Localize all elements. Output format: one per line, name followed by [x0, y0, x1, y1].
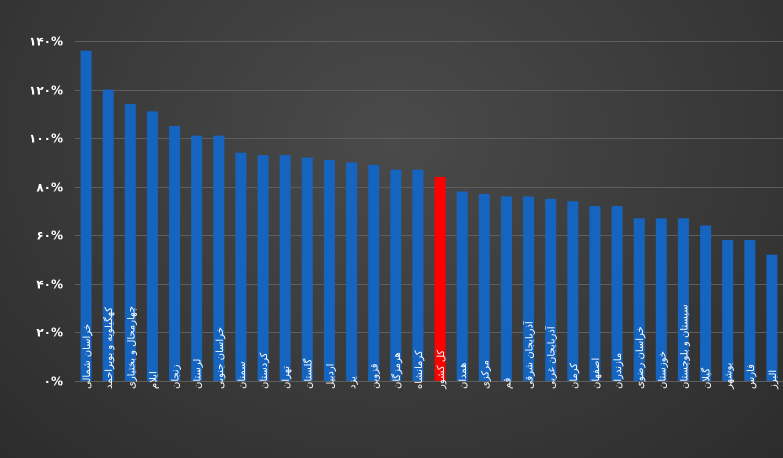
y-tick-label: ۸۰% — [36, 181, 63, 195]
bar — [323, 160, 335, 381]
x-category-label: مازندران — [613, 353, 624, 389]
x-category-label: بوشهر — [724, 363, 735, 390]
x-category-label: آذربایجان شرقی — [523, 320, 536, 389]
bar — [346, 162, 358, 381]
x-category-label: سیستان و بلوچستان — [679, 304, 690, 389]
x-category-label: ایلام — [148, 371, 159, 389]
x-category-label: کردستان — [259, 352, 270, 389]
x-category-label: فارس — [746, 364, 757, 389]
bar — [102, 89, 114, 381]
x-axis-labels: خراسان شمالی کهگیلویه و بویراحمد چهارمحال … — [82, 304, 779, 390]
bar-highlighted — [434, 177, 446, 381]
x-category-label: کرمان — [569, 363, 580, 389]
bar — [633, 218, 645, 381]
x-category-label: خوزستان — [657, 351, 668, 389]
bar — [146, 111, 158, 382]
bar — [655, 218, 667, 381]
x-category-label: چهارمحال و بختیاری — [126, 306, 137, 389]
x-category-label: کل کشور — [436, 350, 447, 390]
bar — [523, 196, 535, 381]
bar — [456, 191, 468, 381]
x-category-label: قزوین — [370, 363, 381, 389]
bar — [390, 169, 402, 381]
y-tick-label: ۱۴۰% — [29, 35, 63, 49]
bar — [213, 135, 225, 381]
bar — [611, 206, 623, 381]
bar — [700, 225, 712, 381]
bar — [677, 218, 689, 381]
x-category-label: هرمزگان — [391, 352, 403, 389]
x-category-label: خراسان جنوبی — [215, 327, 226, 389]
bar — [191, 135, 203, 381]
x-category-label: آذربایجان غربی — [545, 325, 558, 389]
y-tick-label: ۰% — [44, 375, 63, 389]
x-category-label: زنجان — [171, 364, 182, 389]
bar — [124, 104, 136, 381]
bar — [744, 240, 756, 381]
x-category-label: تهران — [281, 366, 292, 389]
x-category-label: گیلان — [701, 368, 713, 389]
bar — [235, 152, 247, 381]
bar — [500, 196, 512, 381]
bar — [567, 201, 579, 381]
bar — [589, 206, 601, 381]
bar — [545, 198, 557, 381]
bar — [766, 254, 778, 381]
x-category-label: اردبیل — [325, 364, 336, 389]
x-category-label: اصفهان — [591, 358, 602, 389]
x-category-label: البرز — [768, 370, 779, 390]
x-category-label: خراسان شمالی — [82, 324, 93, 389]
bar — [722, 240, 734, 381]
x-category-label: همدان — [458, 363, 469, 389]
gridlines — [75, 41, 783, 382]
y-tick-label: ۶۰% — [36, 229, 63, 243]
bars — [80, 50, 778, 382]
x-category-label: لرستان — [193, 359, 204, 389]
y-tick-label: ۱۰۰% — [29, 132, 63, 146]
bar — [169, 126, 181, 381]
x-category-label: گلستان — [302, 358, 314, 389]
x-category-label: کهگیلویه و بویراحمد — [103, 307, 115, 389]
x-category-label: مرکزی — [480, 360, 491, 389]
y-axis-ticks: ۰% ۲۰% ۴۰% ۶۰% ۸۰% ۱۰۰% ۱۲۰% ۱۴۰% — [29, 35, 63, 389]
y-tick-label: ۴۰% — [36, 278, 63, 292]
x-category-label: خراسان رضوی — [635, 326, 646, 389]
x-category-label: سمنان — [237, 361, 248, 389]
bar — [279, 155, 291, 381]
bar — [257, 155, 269, 381]
x-category-label: یزد — [348, 376, 359, 389]
bar — [80, 50, 92, 381]
y-tick-label: ۲۰% — [36, 326, 63, 340]
y-tick-label: ۱۲۰% — [29, 84, 63, 98]
bar — [478, 194, 490, 381]
bar — [368, 164, 380, 381]
bar — [412, 169, 424, 381]
x-category-label: قم — [502, 377, 513, 389]
bar — [301, 157, 313, 381]
x-category-label: کرمانشاه — [414, 350, 425, 389]
